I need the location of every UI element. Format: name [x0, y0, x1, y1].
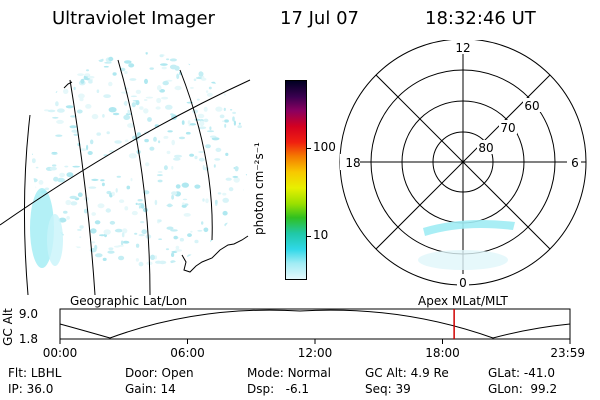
mlat-label-60: 60 — [524, 99, 539, 113]
mlat-label-80: 80 — [478, 141, 493, 155]
auroral-emission — [30, 188, 63, 268]
time-tick-0000: 00:00 — [43, 346, 78, 360]
mlt-label-0: 0 — [459, 276, 467, 290]
colorbar-tick-100 — [306, 148, 311, 149]
time-tick-1200: 12:00 — [298, 346, 333, 360]
info-ip-label: IP: — [8, 382, 23, 396]
geographic-image-panel — [0, 52, 251, 295]
info-gain-value: 14 — [160, 382, 176, 396]
color-bar — [285, 80, 307, 280]
info-glat-value: -41.0 — [523, 366, 555, 380]
altitude-axis-label: GC Alt — [1, 308, 15, 346]
date-label: 17 Jul 07 — [280, 8, 359, 29]
time-tick-0600: 06:00 — [170, 346, 205, 360]
polar-auroral-emission — [418, 220, 515, 270]
colorbar-label-10: 10 — [313, 228, 329, 242]
info-door-value: Open — [161, 366, 194, 380]
info-mode-value: Normal — [287, 366, 331, 380]
info-seq-value: 39 — [395, 382, 411, 396]
time-tick-1800: 18:00 — [425, 346, 460, 360]
apex-panel-label: Apex MLat/MLT — [418, 294, 508, 308]
time-tick-2359: 23:59 — [550, 346, 585, 360]
mlt-label-18: 18 — [345, 156, 360, 170]
info-gain: Gain: 14 — [125, 382, 176, 396]
info-glon: GLon: 99.2 — [488, 382, 557, 396]
altitude-plot-frame — [59, 308, 571, 340]
info-glon-label: GLon: — [488, 382, 523, 396]
info-gain-label: Gain: — [125, 382, 157, 396]
info-mode-label: Mode: — [247, 366, 284, 380]
altitude-plot: GC Alt 9.0 1.8 00:00 06:00 12:00 18:00 2… — [1, 307, 585, 360]
altitude-tick-top: 9.0 — [19, 307, 38, 321]
altitude-curve — [59, 309, 571, 339]
info-dsp-value: -6.1 — [285, 382, 310, 396]
mlt-label-12: 12 — [455, 41, 470, 55]
colorbar-tick-10 — [306, 236, 311, 237]
latlon-grid — [0, 59, 251, 295]
info-dsp: Dsp: -6.1 — [247, 382, 309, 396]
info-gc-alt: GC Alt: 4.9 Re — [365, 366, 449, 380]
info-door: Door: Open — [125, 366, 194, 380]
time-label: 18:32:46 UT — [425, 8, 536, 29]
mlt-label-6: 6 — [571, 156, 579, 170]
coastline — [63, 81, 249, 273]
instrument-title: Ultraviolet Imager — [52, 8, 215, 29]
geographic-panel-label: Geographic Lat/Lon — [70, 294, 188, 308]
mlat-label-70: 70 — [500, 121, 515, 135]
altitude-tick-bottom: 1.8 — [19, 332, 38, 346]
info-glat-label: GLat: — [488, 366, 521, 380]
info-gc-alt-value: 4.9 Re — [410, 366, 449, 380]
info-seq: Seq: 39 — [365, 382, 411, 396]
color-bar-gradient — [286, 81, 306, 279]
info-glat: GLat: -41.0 — [488, 366, 555, 380]
polar-diagonal-2 — [375, 74, 551, 250]
info-gc-alt-label: GC Alt: — [365, 366, 407, 380]
info-door-label: Door: — [125, 366, 158, 380]
info-flt-label: Flt: — [8, 366, 27, 380]
colorbar-unit-label: photon cm⁻²s⁻¹ — [252, 142, 266, 235]
info-glon-value: 99.2 — [530, 382, 558, 396]
info-flt: Flt: LBHL — [8, 366, 61, 380]
info-mode: Mode: Normal — [247, 366, 331, 380]
info-seq-label: Seq: — [365, 382, 392, 396]
polar-mlat-mlt-plot: 12 18 6 0 80 70 60 — [339, 40, 587, 290]
info-dsp-label: Dsp: — [247, 382, 275, 396]
colorbar-label-100: 100 — [313, 140, 336, 154]
info-ip: IP: 36.0 — [8, 382, 53, 396]
info-flt-value: LBHL — [30, 366, 62, 380]
info-ip-value: 36.0 — [26, 382, 54, 396]
